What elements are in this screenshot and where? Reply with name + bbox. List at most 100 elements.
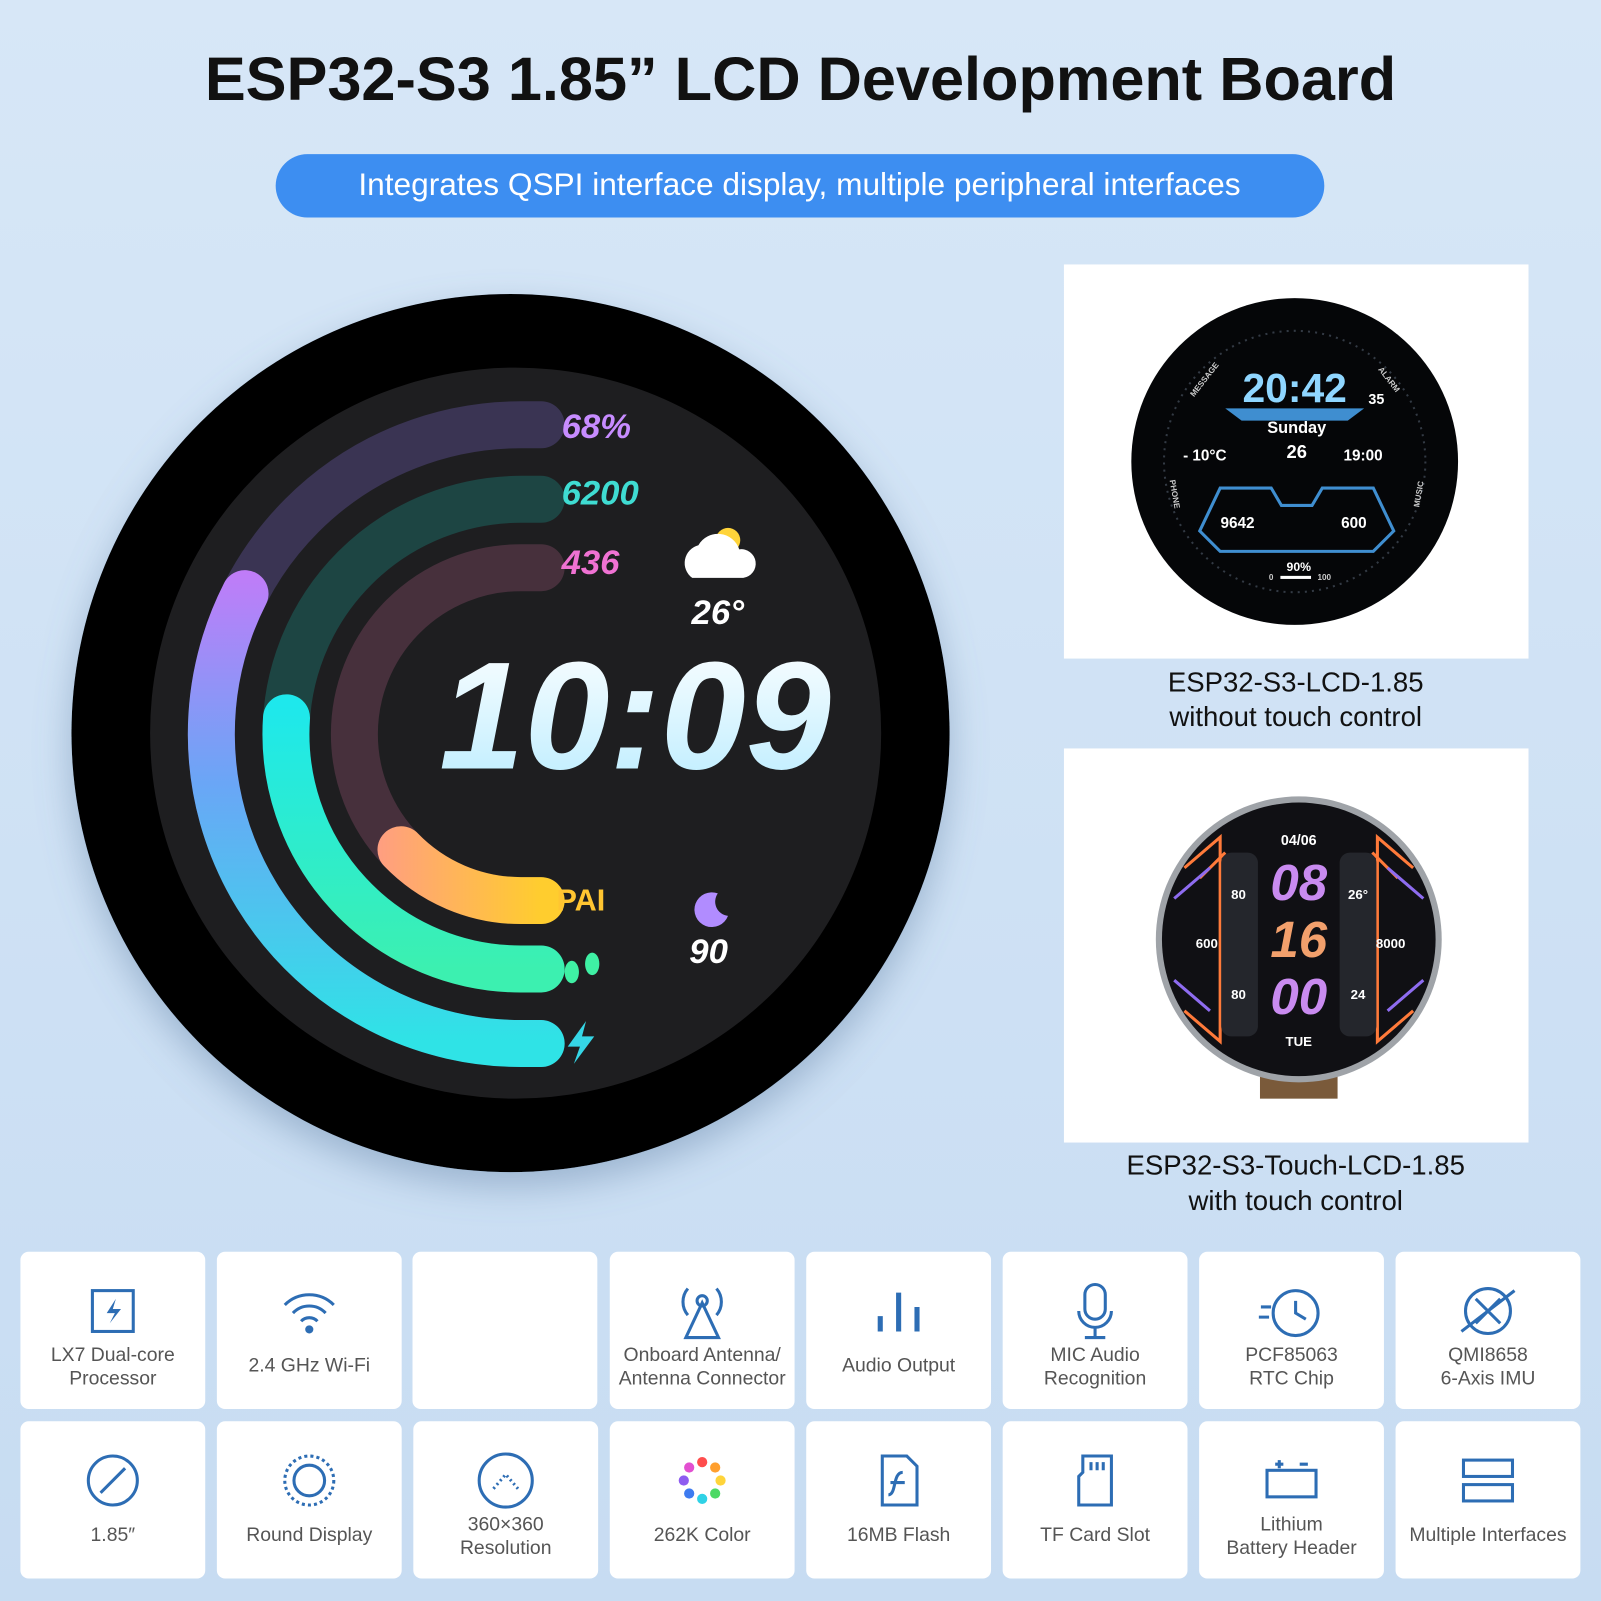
screen-hour: 08 <box>1270 854 1327 911</box>
feature-label: Onboard Antenna/ <box>624 1344 782 1366</box>
neon-deco <box>1173 866 1425 1013</box>
feature-label: Battery Header <box>1226 1537 1357 1559</box>
dial-deco <box>1197 486 1396 553</box>
screen-date: 26 <box>1287 441 1307 462</box>
bolt-icon <box>567 1021 595 1064</box>
feature-tile-bg <box>413 1421 599 1579</box>
product-note: without touch control <box>1168 701 1422 732</box>
screen-music: MUSIC <box>1412 480 1425 508</box>
feature-icon <box>1271 1289 1320 1338</box>
feature-icon <box>106 1298 121 1324</box>
screen-minute: 16 <box>1270 911 1327 968</box>
feature-icon <box>710 1462 721 1473</box>
product-note: with touch control <box>1188 1185 1403 1216</box>
title: ESP32-S3 1.85” LCD Development Board <box>205 45 1396 113</box>
screen-steps: 8000 <box>1376 936 1406 951</box>
ring-progress <box>262 694 565 993</box>
display-sleep: 90 <box>689 933 728 971</box>
screen-battery-min: 0 <box>1269 573 1274 582</box>
feature-tile-bg <box>1395 1251 1581 1410</box>
feature-icon <box>1463 1287 1512 1336</box>
display-steps: 6200 <box>562 474 639 512</box>
feature-label: 360×360 <box>468 1514 544 1536</box>
feature-label: Round Display <box>246 1524 372 1546</box>
side-panel <box>1221 852 1258 1037</box>
dial-deco <box>1225 408 1365 421</box>
subtitle: Integrates QSPI interface display, multi… <box>358 166 1240 202</box>
feature-tile: Multiple Interfaces <box>1395 1421 1581 1579</box>
feature-icon <box>1077 1310 1113 1340</box>
feature-label: Lithium <box>1260 1514 1322 1536</box>
feature-icon <box>1461 1458 1515 1478</box>
main-display: 68% 6200 436 26°10:09 PAI 90 <box>187 401 831 1067</box>
display-temperature: 26° <box>691 594 746 632</box>
screen-battery: 90% <box>1287 560 1312 574</box>
screen-steps: 9642 <box>1220 515 1254 532</box>
feature-icon <box>1275 1460 1308 1469</box>
foot-icon <box>564 960 579 984</box>
feature-icon <box>477 1452 534 1509</box>
dial-ring <box>1162 329 1427 594</box>
screen-alarm-time: 19:00 <box>1344 447 1383 464</box>
feature-label: Resolution <box>460 1537 552 1559</box>
screen-sleep: 80 <box>1231 987 1246 1002</box>
screen-calories: 600 <box>1341 515 1367 532</box>
screen-seconds: 35 <box>1368 392 1384 408</box>
feature-tile: 16MB Flash <box>806 1421 992 1579</box>
side-panel <box>1339 852 1377 1037</box>
feature-tile: 1.85″ <box>20 1421 206 1579</box>
product-name: ESP32-S3-LCD-1.85 <box>1168 666 1424 697</box>
feature-label: 1.85″ <box>91 1524 136 1546</box>
display-battery: 68% <box>562 408 631 446</box>
feature-tile-bg <box>1199 1251 1384 1410</box>
feature-tile <box>412 1251 598 1410</box>
screen-date: 04/06 <box>1281 833 1317 849</box>
feature-icon <box>684 1488 695 1499</box>
feature-label: 262K Color <box>654 1524 751 1546</box>
display-pai-label: PAI <box>556 884 605 918</box>
feature-icon <box>710 1488 721 1499</box>
feature-label: 16MB Flash <box>847 1524 950 1546</box>
feature-icon <box>305 1325 314 1334</box>
feature-icon <box>877 1292 920 1332</box>
screen-time: 20:42 <box>1242 365 1346 411</box>
feature-label: 6-Axis IMU <box>1441 1368 1536 1390</box>
neon-deco <box>1183 833 1415 1045</box>
feature-icon <box>695 1294 709 1308</box>
feature-tile: TF Card Slot <box>1002 1421 1188 1579</box>
ring-progress <box>377 826 565 925</box>
feature-icon <box>880 1454 919 1507</box>
screen-temperature: 26° <box>1348 887 1368 902</box>
feature-tile: Audio Output <box>806 1251 992 1410</box>
feature-tile: Round Display <box>216 1421 402 1579</box>
feature-icon <box>1083 1282 1107 1321</box>
ring-progress <box>187 570 565 1067</box>
feature-icon <box>90 1289 135 1333</box>
feature-label: QMI8658 <box>1448 1344 1528 1366</box>
foot-icon <box>585 952 600 976</box>
display-calories: 436 <box>561 544 621 582</box>
feature-label: Recognition <box>1044 1368 1146 1390</box>
feature-label: LX7 Dual-core <box>51 1344 175 1366</box>
feature-label: Processor <box>69 1368 157 1390</box>
screen-second: 00 <box>1270 968 1327 1025</box>
screen-temperature: - 10°C <box>1183 447 1227 464</box>
products: ESP32-S3-LCD-1.85 without touch control ES… <box>1127 360 1465 1216</box>
feature-label: MIC Audio <box>1050 1344 1139 1366</box>
screen-calories: 600 <box>1196 936 1218 951</box>
feature-icon <box>1461 1483 1515 1503</box>
feature-tile: 262K Color <box>609 1421 795 1579</box>
feature-icon <box>681 1287 723 1340</box>
feature-icon <box>492 1472 520 1490</box>
touch-watch <box>1155 796 1442 1099</box>
screen-day: Sunday <box>1267 419 1326 437</box>
screen-battery-max: 100 <box>1317 573 1331 582</box>
content: ESP32-S3 1.85” LCD Development Board Int… <box>20 45 1581 1579</box>
feature-label: Antenna Connector <box>619 1368 787 1390</box>
cloud-icon <box>684 533 756 578</box>
